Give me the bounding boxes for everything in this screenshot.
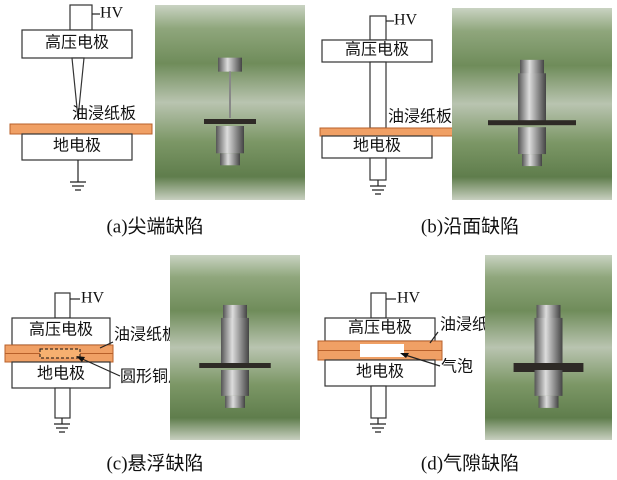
pressboard <box>199 363 271 368</box>
caption: (b)沿面缺陷 <box>421 215 519 237</box>
ground-symbol <box>70 182 86 190</box>
lower-electrode <box>535 370 563 396</box>
rod <box>370 158 386 180</box>
ground-electrode-label: 地电极 <box>353 137 401 155</box>
caption: (c)悬浮缺陷 <box>106 452 203 474</box>
rod <box>370 62 386 128</box>
pressboard <box>10 124 152 134</box>
lower-electrode <box>216 126 244 153</box>
upper-nut <box>218 58 242 72</box>
callout: 油浸纸板 <box>72 105 136 123</box>
figure: HV 高压电极 油浸纸板 地电极 HV 高压电极 油浸纸板 地电极 HV 高压电… <box>0 0 617 480</box>
high-electrode-label: 高压电极 <box>45 34 109 52</box>
ground-symbol <box>370 418 386 432</box>
upper-nut <box>520 60 544 74</box>
hv-rod <box>55 293 70 318</box>
caption: (a)尖端缺陷 <box>106 215 203 237</box>
ground-symbol <box>54 418 70 432</box>
pressboard <box>488 120 576 125</box>
copper-disc <box>40 349 80 358</box>
hv-label: HV <box>81 290 105 307</box>
rod <box>371 386 386 418</box>
photo <box>452 8 612 200</box>
pressboard <box>320 128 458 136</box>
ground-electrode-label: 地电极 <box>53 137 101 155</box>
ground-symbol <box>370 180 386 194</box>
high-electrode-label: 高压电极 <box>29 321 93 339</box>
callout: 油浸纸板 <box>388 108 452 126</box>
pressboard <box>204 119 256 124</box>
schematic-c: HV 高压电极 地电极 油浸纸板 圆形铜片 <box>5 290 184 432</box>
caption: (d)气隙缺陷 <box>421 452 519 474</box>
schematic-b: HV 高压电极 油浸纸板 地电极 <box>320 12 458 194</box>
ground-electrode-label: 地电极 <box>37 365 85 383</box>
schematic-a: HV 高压电极 油浸纸板 地电极 <box>10 5 152 190</box>
upper-electrode <box>535 318 563 366</box>
hv-label: HV <box>100 5 124 22</box>
callout: 气泡 <box>441 358 473 376</box>
schematic-d: HV 高压电极 地电极 油浸纸 气泡 <box>318 290 488 432</box>
callout: 油浸纸板 <box>114 326 178 344</box>
lower-electrode <box>221 370 249 396</box>
ground-electrode-label: 地电极 <box>356 363 404 381</box>
callout: 油浸纸 <box>440 316 488 334</box>
hv-rod <box>371 293 386 318</box>
upper-electrode <box>221 318 249 366</box>
rod <box>55 388 70 418</box>
lower-nut <box>220 153 240 165</box>
lower-nut <box>522 154 542 166</box>
high-electrode-label: 高压电极 <box>348 319 412 337</box>
upper-electrode <box>518 73 546 123</box>
hv-rod <box>370 16 386 40</box>
hv-label: HV <box>394 12 418 29</box>
air-gap <box>360 344 404 357</box>
lower-nut <box>539 396 559 408</box>
hv-rod <box>70 5 92 30</box>
photo <box>170 255 300 440</box>
photo <box>485 255 612 440</box>
hv-label: HV <box>397 290 421 307</box>
high-electrode-label: 高压电极 <box>345 41 409 59</box>
upper-nut <box>223 305 247 319</box>
lower-electrode <box>518 127 546 154</box>
upper-nut <box>537 305 561 319</box>
lower-nut <box>225 396 245 408</box>
photo <box>155 5 305 200</box>
